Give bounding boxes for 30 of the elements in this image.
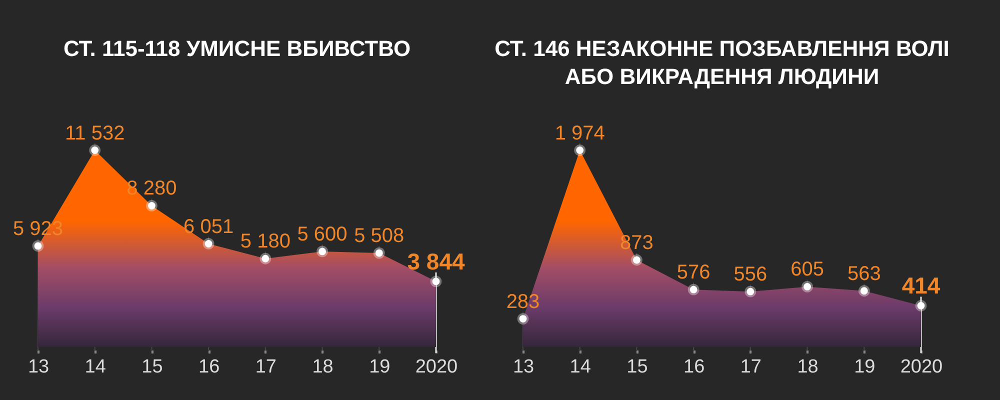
data-label: 1 974 — [554, 122, 605, 144]
x-tick-label: 19 — [854, 356, 876, 378]
x-tick-label: 16 — [684, 356, 705, 378]
x-tick-label: 16 — [198, 356, 220, 378]
chart-title: СТ. 146 НЕЗАКОННЕ ПОЗБАВЛЕННЯ ВОЛІ АБО ВИКРАДЕННЯ ЛЮДИНИ — [494, 36, 950, 89]
x-tick-label: 18 — [797, 356, 818, 378]
data-label: 576 — [676, 262, 710, 284]
x-tick-label: 19 — [369, 356, 390, 378]
x-tick-label: 13 — [28, 356, 50, 378]
data-label: 414 — [902, 272, 940, 299]
x-tick-label: 14 — [84, 356, 106, 378]
x-tick-label: 14 — [570, 356, 592, 378]
data-label: 283 — [506, 290, 540, 313]
x-tick-label: 15 — [626, 356, 648, 378]
data-label: 556 — [734, 264, 768, 286]
x-tick-label: 15 — [142, 356, 163, 378]
data-label: 5 508 — [354, 225, 404, 248]
data-label: 563 — [847, 262, 881, 285]
data-label: 605 — [790, 258, 824, 281]
x-tick-label: 13 — [512, 356, 534, 378]
data-label: 3 844 — [407, 248, 465, 274]
data-label: 11 532 — [65, 122, 125, 144]
data-label: 5 180 — [240, 230, 290, 253]
x-tick-label: 17 — [740, 356, 762, 378]
x-tick-label: 17 — [255, 356, 276, 378]
chart-title: СТ. 115-118 УМИСНЕ ВБИВСТВО — [63, 36, 411, 61]
x-tick-label: 2020 — [415, 356, 458, 378]
data-label: 5 600 — [297, 223, 348, 246]
x-tick-label: 18 — [312, 356, 334, 378]
x-tick-label: 2020 — [900, 356, 943, 378]
